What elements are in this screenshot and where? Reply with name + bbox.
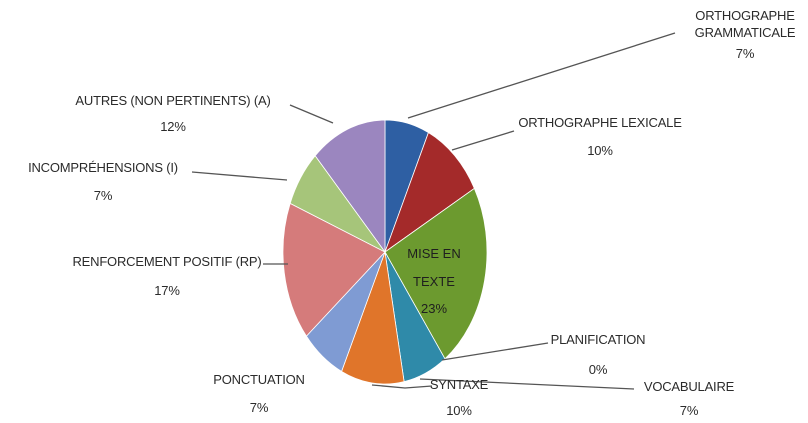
leaders-layer [191, 32, 676, 390]
leader-line-vocabulaire [419, 378, 635, 390]
label-syntaxe: SYNTAXE [430, 377, 489, 392]
value-label-orthographe-grammaticale: 7% [736, 46, 755, 61]
label-mise-en-texte-line-1: MISE EN [407, 246, 460, 261]
slice-orthographe-lexicale [384, 131, 475, 254]
slices-layer [282, 119, 488, 385]
label-mise-en-texte-line-2: TEXTE [413, 274, 455, 289]
value-label-mise-en-texte: 23% [421, 301, 447, 316]
slice-syntaxe [341, 251, 405, 385]
label-orthographe-lexicale: ORTHOGRAPHE LEXICALE [518, 115, 682, 130]
slice-renforcement-positif [282, 202, 386, 337]
slice-autres [314, 119, 386, 254]
slice-mise-en-texte [384, 187, 488, 360]
leader-line-orthographe-lexicale [451, 130, 515, 151]
value-label-incomprehensions: 7% [94, 188, 113, 203]
label-autres: AUTRES (NON PERTINENTS) (A) [75, 93, 270, 108]
value-label-renforcement-positif: 17% [154, 283, 180, 298]
label-planification: PLANIFICATION [551, 332, 646, 347]
value-label-planification: 0% [589, 362, 608, 377]
labels-layer: ORTHOGRAPHE GRAMMATICALE 7% ORTHOGRAPHE LEX… [28, 8, 796, 418]
value-label-orthographe-lexicale: 10% [587, 143, 613, 158]
label-ponctuation: PONCTUATION [213, 372, 304, 387]
leader-line-orthographe-grammaticale [407, 32, 676, 119]
leader-line-planification [441, 342, 549, 361]
value-label-vocabulaire: 7% [680, 403, 699, 418]
label-renforcement-positif: RENFORCEMENT POSITIF (RP) [72, 254, 261, 269]
label-vocabulaire: VOCABULAIRE [644, 379, 735, 394]
value-label-ponctuation: 7% [250, 400, 269, 415]
label-orthographe-grammaticale-line-1: ORTHOGRAPHE [695, 8, 795, 23]
value-label-syntaxe: 10% [446, 403, 472, 418]
label-incomprehensions: INCOMPRÉHENSIONS (I) [28, 160, 178, 175]
label-orthographe-grammaticale-line-2: GRAMMATICALE [695, 25, 796, 40]
leader-line-syntaxe [371, 384, 433, 389]
leader-line-incomprehensions [191, 171, 288, 181]
leader-line-autres [289, 104, 334, 124]
value-label-autres: 12% [160, 119, 186, 134]
